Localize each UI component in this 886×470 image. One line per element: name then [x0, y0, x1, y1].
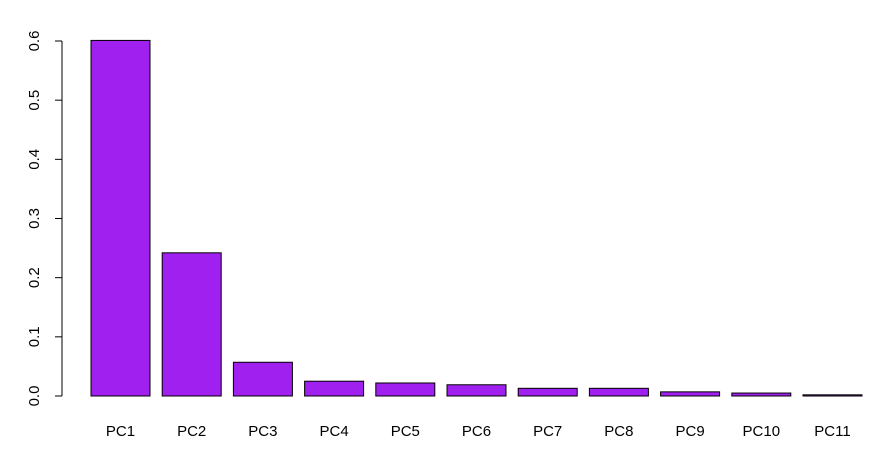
y-tick-label: 0.6 [26, 31, 43, 52]
bar [375, 382, 436, 397]
y-tick-label: 0.0 [26, 386, 43, 407]
y-tick-label: 0.5 [26, 90, 43, 111]
y-tick-label: 0.2 [26, 267, 43, 288]
x-tick-label: PC1 [106, 423, 135, 440]
x-tick-label: PC3 [248, 423, 277, 440]
y-tick-label: 0.1 [26, 326, 43, 347]
x-tick-label: PC2 [177, 423, 206, 440]
x-tick-label: PC9 [676, 423, 705, 440]
bar [304, 380, 365, 397]
x-tick-label: PC4 [320, 423, 349, 440]
x-tick-label: PC8 [604, 423, 633, 440]
x-tick-label: PC11 [814, 423, 850, 440]
bar [161, 252, 222, 397]
x-tick-label: PC6 [462, 423, 491, 440]
bar [802, 394, 863, 397]
x-tick-label: PC7 [533, 423, 562, 440]
bar [660, 391, 721, 397]
x-tick-label: PC10 [743, 423, 781, 440]
y-tick-label: 0.3 [26, 208, 43, 229]
y-tick-label: 0.4 [26, 149, 43, 170]
bar [446, 384, 507, 397]
bar [232, 361, 293, 397]
bar [588, 387, 649, 397]
bar [90, 39, 151, 397]
bar [517, 387, 578, 397]
x-tick-label: PC5 [391, 423, 420, 440]
bar [731, 392, 792, 397]
